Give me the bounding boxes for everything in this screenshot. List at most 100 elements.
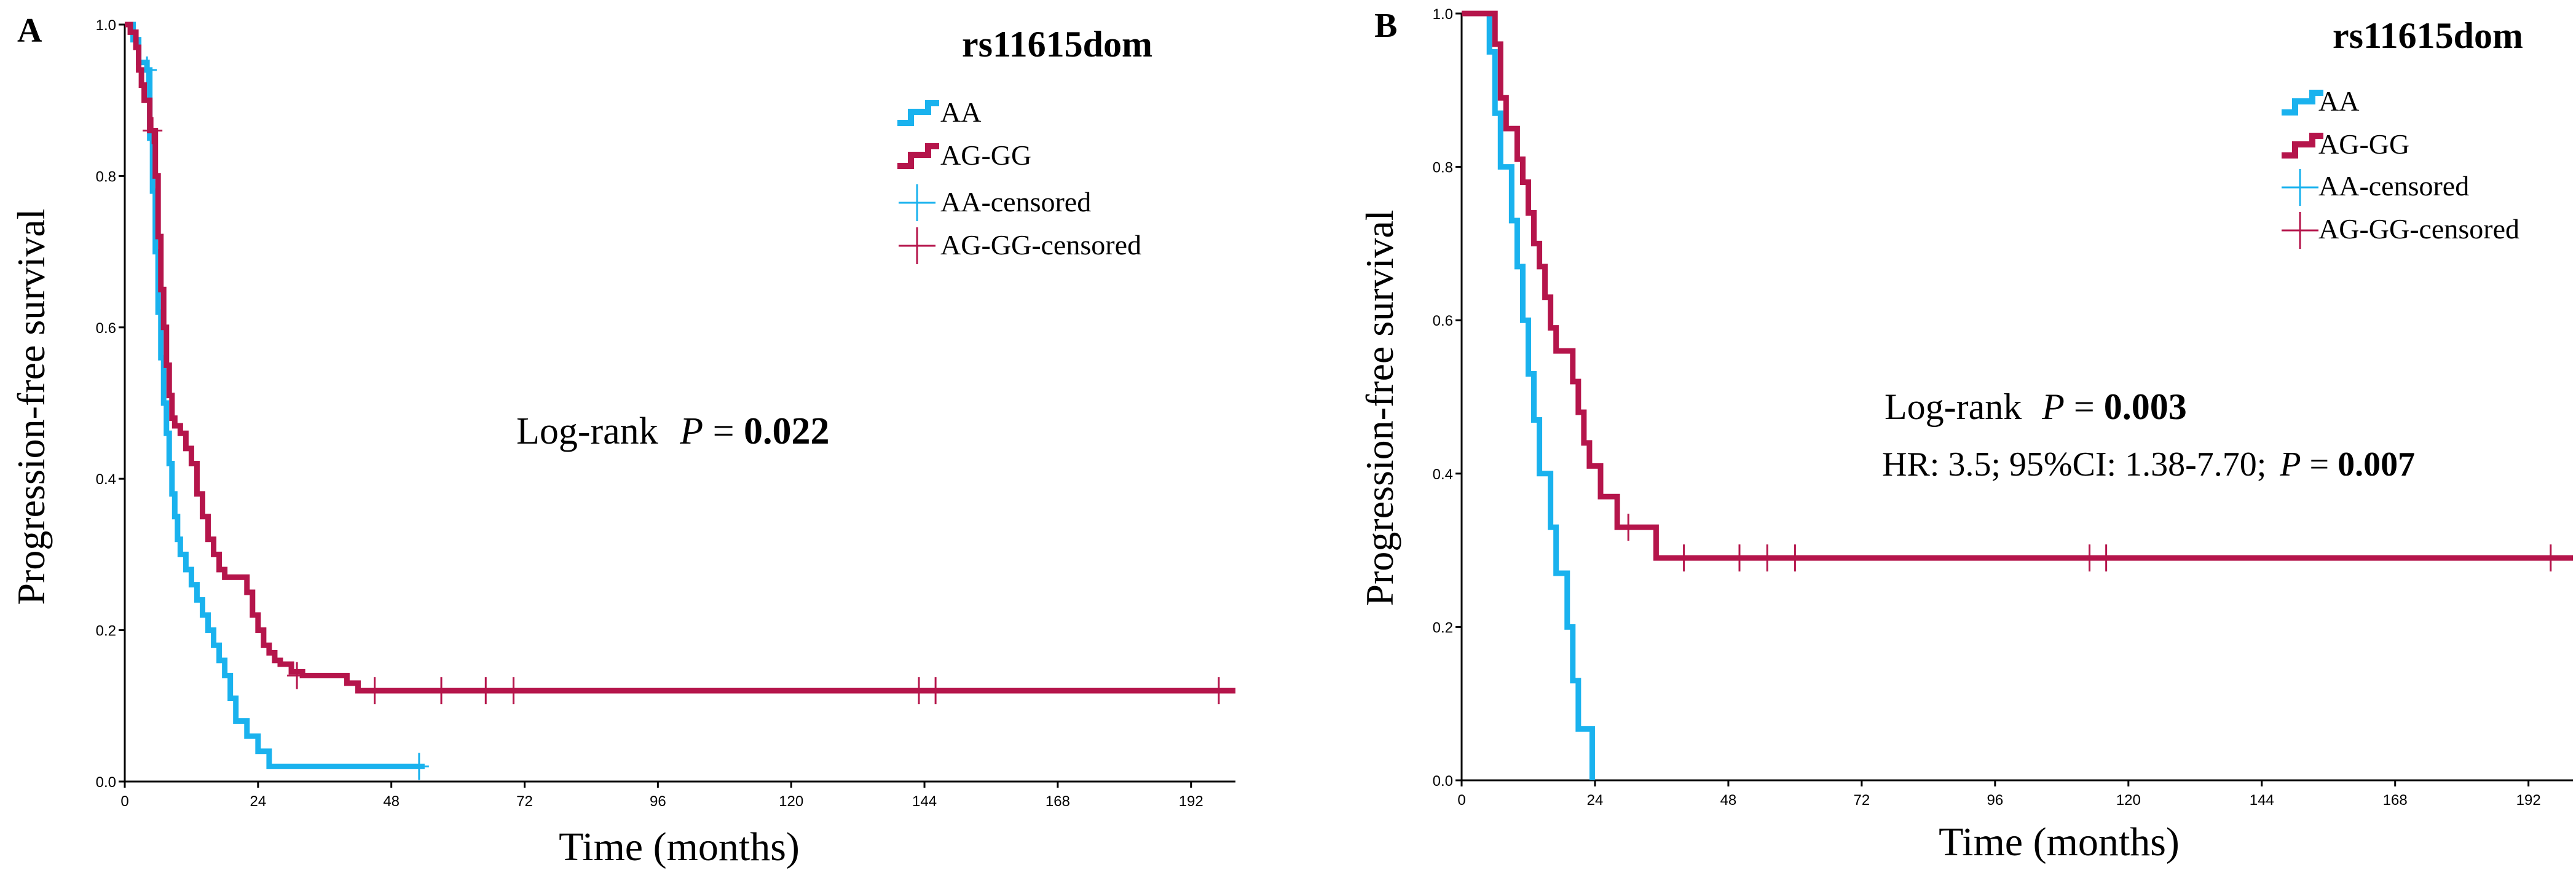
censor-mark-ag-gg-a (476, 677, 496, 705)
censor-mark-ag-gg-a (431, 677, 451, 705)
legend-label-ag-gg-censored-a: AG-GG-censored (940, 229, 1141, 261)
legend-label-ag-gg-a: AG-GG (940, 139, 1031, 171)
x-tick-label-a: 144 (912, 793, 937, 810)
logrank-p-label-a: P (679, 410, 703, 452)
y-tick-label-a: 0.0 (96, 774, 116, 791)
censor-mark-ag-gg-b (1674, 544, 1694, 572)
legend-label-aa-censored-b: AA-censored (2318, 170, 2469, 202)
x-tick-label-b: 48 (1720, 792, 1737, 809)
y-tick-label-b: 1.0 (1433, 6, 1453, 23)
censor-mark-ag-gg-a (1208, 677, 1229, 705)
hr-p-label-b: P (2279, 445, 2301, 484)
hr-prefix-b: HR: 3.5; 95%CI: 1.38-7.70; (1882, 445, 2275, 484)
censor-mark-ag-gg-b (2096, 544, 2116, 572)
y-tick-label-a: 0.8 (96, 168, 116, 185)
x-tick-label-b: 120 (2116, 792, 2141, 809)
x-tick-label-a: 120 (779, 793, 803, 810)
logrank-p-label-b: P (2041, 386, 2065, 427)
y-tick-label-b: 0.2 (1433, 619, 1453, 636)
hr-p-value-b: 0.007 (2338, 445, 2415, 484)
legend-label-aa-censored-a: AA-censored (940, 186, 1091, 218)
series-b (1462, 10, 2573, 780)
series-a (125, 22, 1235, 780)
censor-mark-ag-gg-b (1757, 544, 1778, 572)
censor-mark-ag-gg-a (926, 677, 946, 705)
logrank-p-value-a: 0.022 (744, 410, 830, 452)
hr-annotation-b: HR: 3.5; 95%CI: 1.38-7.70; P = 0.007 (1882, 445, 2415, 484)
panel-b: B rs11615dom Progression-free survival T… (1358, 6, 2573, 864)
axes-b: 0.0 0.2 0.4 0.6 0.8 1.0 0 24 48 72 96 120 144 168 192 (1433, 6, 2573, 809)
censor-mark-ag-gg-b (1730, 544, 1749, 572)
x-tick-label-a: 192 (1179, 793, 1203, 810)
legend-swatch-aa-a (897, 100, 939, 126)
panel-label-a: A (17, 12, 42, 50)
y-tick-label-b: 0.0 (1433, 773, 1453, 790)
x-tick-label-b: 96 (1987, 792, 2003, 809)
censor-mark-ag-gg-a (287, 662, 307, 689)
x-axis-label-b: Time (months) (1939, 820, 2180, 864)
censor-mark-ag-gg-b (2079, 544, 2100, 572)
axes-a: 0.0 0.2 0.4 0.6 0.8 1.0 0 24 48 72 96 120 144 168 192 (96, 17, 1235, 810)
legend-swatch-aa-b (2282, 90, 2323, 116)
logrank-prefix-a: Log-rank (516, 410, 668, 452)
y-axis-label-a: Progression-free survival (9, 208, 53, 605)
legend-censor-ag-gg-b (2282, 212, 2318, 249)
y-tick-label-a: 0.4 (96, 471, 116, 488)
panel-a: A rs11615dom Progression-free survival T… (9, 12, 1235, 869)
hr-eq-b: = (2301, 445, 2338, 484)
legend-label-aa-a: AA (940, 96, 981, 128)
km-curve-aa-b (1462, 10, 1595, 780)
censor-mark-ag-gg-b (2540, 544, 2561, 572)
logrank-eq-a: = (703, 410, 744, 452)
legend-censor-ag-gg-a (899, 227, 935, 264)
x-tick-label-b: 72 (1854, 792, 1870, 809)
x-axis-label-a: Time (months) (559, 825, 800, 869)
x-tick-label-b: 24 (1587, 792, 1604, 809)
x-tick-label-a: 0 (120, 793, 128, 810)
x-tick-label-b: 0 (1457, 792, 1465, 809)
x-tick-label-a: 72 (516, 793, 533, 810)
km-curve-ag-gg-b (1462, 10, 2573, 561)
x-tick-label-b: 144 (2250, 792, 2274, 809)
censor-mark-ag-gg-b (1785, 544, 1805, 572)
legend-censor-aa-b (2282, 169, 2318, 206)
censor-mark-aa-a (409, 753, 429, 780)
legend-swatch-ag-gg-a (897, 143, 939, 169)
x-tick-label-b: 192 (2516, 792, 2541, 809)
chart-title-a: rs11615dom (962, 24, 1152, 65)
y-axis-label-b: Progression-free survival (1358, 210, 1401, 606)
x-tick-label-a: 168 (1046, 793, 1070, 810)
x-tick-label-a: 48 (383, 793, 400, 810)
panel-label-b: B (1374, 7, 1397, 45)
y-tick-label-a: 0.6 (96, 320, 116, 337)
logrank-p-value-b: 0.003 (2104, 386, 2187, 427)
legend-label-aa-b: AA (2318, 85, 2359, 117)
legend-censor-aa-a (899, 184, 935, 221)
logrank-annotation-b: Log-rank P = 0.003 (1885, 386, 2187, 427)
censor-mark-ag-gg-a (364, 677, 385, 705)
chart-title-b: rs11615dom (2333, 15, 2523, 56)
y-tick-label-b: 0.6 (1433, 313, 1453, 329)
legend-label-ag-gg-b: AG-GG (2318, 128, 2409, 160)
logrank-eq-b: = (2065, 386, 2104, 427)
legend-b: AA AG-GG AA-censored AG-GG-censored (2282, 85, 2519, 249)
x-tick-label-a: 96 (650, 793, 666, 810)
y-tick-label-b: 0.8 (1433, 160, 1453, 176)
censor-mark-ag-gg-a (503, 677, 524, 705)
logrank-prefix-b: Log-rank (1885, 386, 2031, 427)
km-curve-ag-gg-a (125, 22, 1235, 694)
x-tick-label-b: 168 (2383, 792, 2408, 809)
logrank-annotation-a: Log-rank P = 0.022 (516, 410, 830, 452)
censor-mark-ag-gg-b (1618, 514, 1639, 541)
legend-a: AA AG-GG AA-censored AG-GG-censored (897, 96, 1141, 264)
y-tick-label-a: 0.2 (96, 623, 116, 640)
y-tick-label-a: 1.0 (96, 17, 116, 34)
legend-swatch-ag-gg-b (2282, 133, 2323, 159)
y-tick-label-b: 0.4 (1433, 466, 1453, 483)
censor-mark-ag-gg-a (909, 677, 929, 705)
legend-label-ag-gg-censored-b: AG-GG-censored (2318, 213, 2519, 245)
km-curve-aa-a (125, 22, 425, 769)
censor-mark-ag-gg-a (143, 117, 163, 144)
x-tick-label-a: 24 (250, 793, 266, 810)
